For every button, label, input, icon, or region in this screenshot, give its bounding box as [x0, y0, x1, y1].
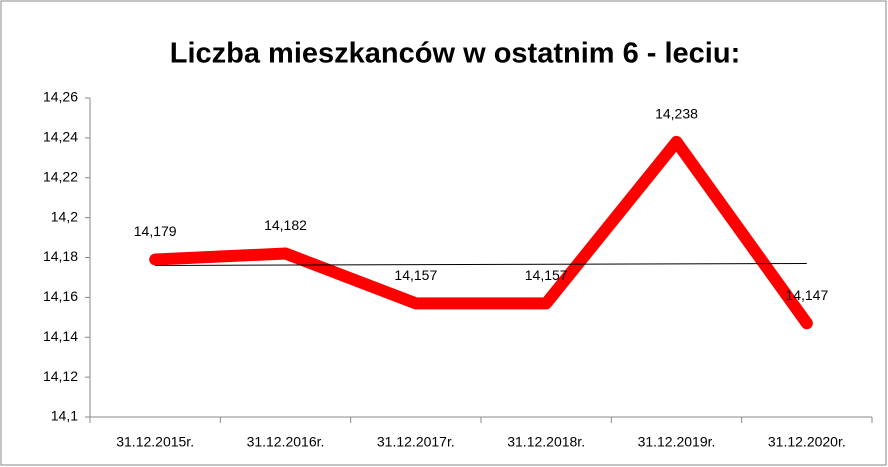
y-tick-label: 14,24 [43, 129, 78, 145]
y-tick-label: 14,14 [43, 328, 78, 344]
x-tick-label: 31.12.2018r. [507, 434, 585, 450]
y-tick-label: 14,12 [43, 368, 78, 384]
y-tick-label: 14,26 [43, 89, 78, 105]
data-label: 14,182 [264, 217, 307, 233]
data-label: 14,157 [394, 267, 437, 283]
x-tick-label: 31.12.2016r. [247, 434, 325, 450]
data-label: 14,238 [655, 106, 698, 122]
x-tick-label: 31.12.2015r. [116, 434, 194, 450]
x-tick-label: 31.12.2020r. [768, 434, 846, 450]
chart-title: Liczba mieszkanców w ostatnim 6 - leciu: [170, 38, 740, 70]
trend-line [155, 262, 807, 266]
data-label: 14,147 [785, 287, 828, 303]
data-label: 14,157 [525, 267, 568, 283]
y-tick-label: 14,18 [43, 248, 78, 264]
y-tick-label: 14,22 [43, 168, 78, 184]
x-tick-label: 31.12.2019r. [638, 434, 716, 450]
x-tick-label: 31.12.2017r. [377, 434, 455, 450]
data-line [149, 135, 813, 330]
y-tick-label: 14,16 [43, 288, 78, 304]
y-tick-label: 14,2 [51, 208, 78, 224]
y-tick-label: 14,1 [51, 408, 78, 424]
data-label: 14,179 [134, 223, 177, 239]
